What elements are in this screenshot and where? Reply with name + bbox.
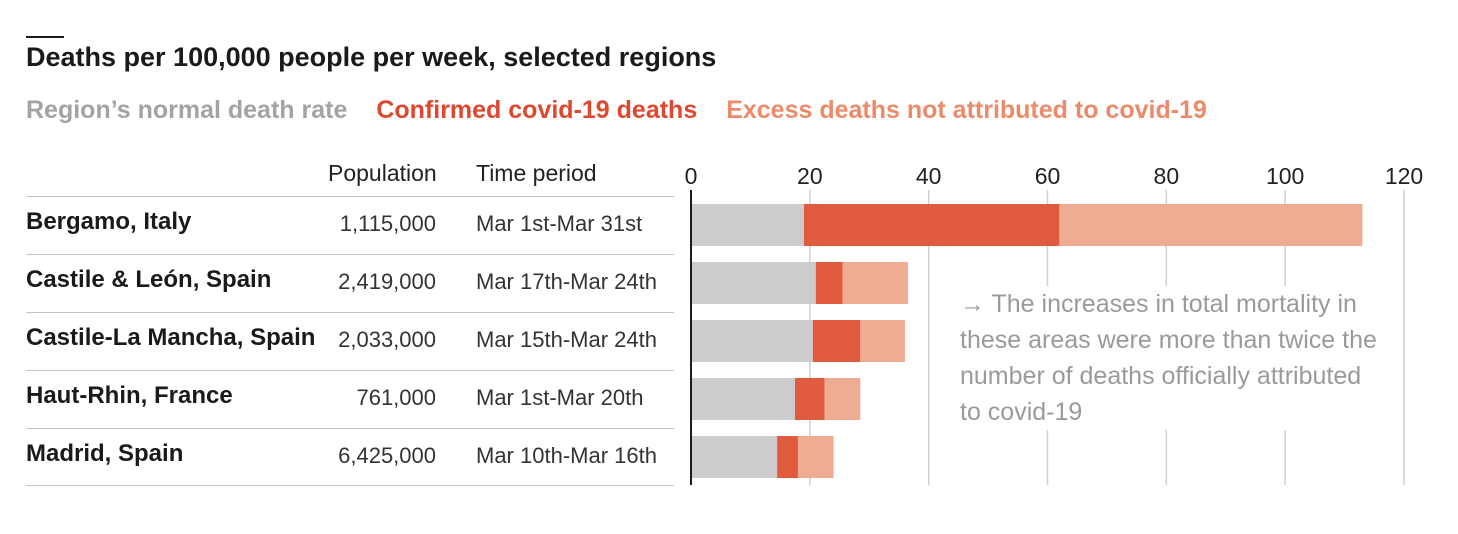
x-tick-label: 100 — [1266, 163, 1304, 189]
bar-normal-rate — [691, 320, 813, 362]
annotation: → The increases in total mortality in th… — [960, 286, 1380, 430]
region-label: Madrid, Spain — [26, 440, 184, 467]
header-divider — [26, 196, 674, 197]
legend-confirmed-covid: Confirmed covid-19 deaths — [376, 96, 698, 124]
time-period-value: Mar 1st-Mar 20th — [476, 385, 644, 410]
x-tick-label: 0 — [685, 163, 698, 189]
region-label: Bergamo, Italy — [26, 208, 192, 235]
bar-excess-deaths — [797, 436, 834, 478]
x-tick-label: 80 — [1154, 163, 1180, 189]
row-divider — [26, 428, 674, 429]
time-period-value: Mar 17th-Mar 24th — [476, 269, 657, 294]
bar-confirmed-covid — [777, 436, 798, 478]
population-value: 2,419,000 — [338, 269, 436, 294]
x-tick-label: 60 — [1035, 163, 1061, 189]
bar-confirmed-covid — [812, 320, 861, 362]
bar-normal-rate — [691, 204, 804, 246]
region-label: Haut-Rhin, France — [26, 382, 233, 409]
x-tick-label: 120 — [1385, 163, 1423, 189]
bar-normal-rate — [691, 436, 778, 478]
population-value: 761,000 — [356, 385, 436, 410]
legend-excess-deaths: Excess deaths not attributed to covid-19 — [726, 96, 1207, 124]
row-divider — [26, 370, 674, 371]
title-rule — [26, 36, 64, 38]
bar-confirmed-covid — [815, 262, 843, 304]
chart-title: Deaths per 100,000 people per week, sele… — [26, 42, 717, 72]
legend-normal-rate: Region’s normal death rate — [26, 96, 348, 124]
bar-excess-deaths — [842, 262, 908, 304]
region-label: Castile & León, Spain — [26, 266, 272, 293]
time-period-value: Mar 15th-Mar 24th — [476, 327, 657, 352]
time-period-value: Mar 1st-Mar 31st — [476, 211, 643, 236]
region-label: Castile-La Mancha, Spain — [26, 324, 316, 351]
x-tick-label: 40 — [916, 163, 942, 189]
bar-normal-rate — [691, 262, 816, 304]
time-period-value: Mar 10th-Mar 16th — [476, 443, 657, 468]
row-divider — [26, 254, 674, 255]
row-divider — [26, 312, 674, 313]
population-value: 2,033,000 — [338, 327, 436, 352]
bar-excess-deaths — [824, 378, 861, 420]
time-period-header: Time period — [476, 160, 597, 186]
bar-normal-rate — [691, 378, 795, 420]
bar-confirmed-covid — [794, 378, 825, 420]
bar-excess-deaths — [860, 320, 905, 362]
population-value: 6,425,000 — [338, 443, 436, 468]
bottom-divider — [26, 485, 674, 486]
population-value: 1,115,000 — [339, 211, 436, 236]
legend: Region’s normal death rate Confirmed cov… — [26, 96, 1229, 125]
population-header: Population — [328, 160, 437, 186]
bar-excess-deaths — [1059, 204, 1363, 246]
x-tick-label: 20 — [797, 163, 823, 189]
bar-confirmed-covid — [803, 204, 1060, 246]
